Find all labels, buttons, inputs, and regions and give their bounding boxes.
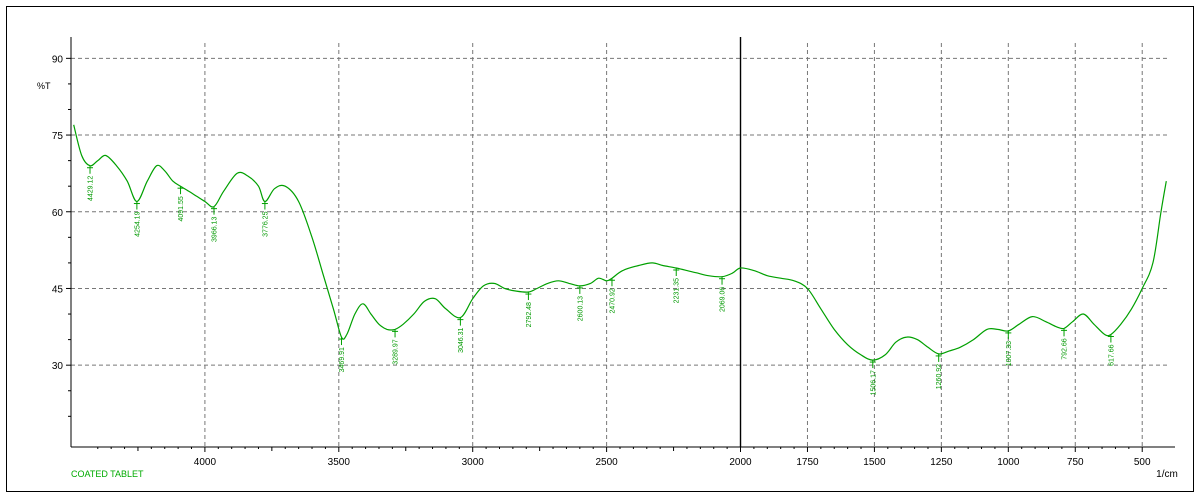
x-tick-label: 1000 <box>997 457 1020 468</box>
peak-label: 3966.13 <box>212 217 219 242</box>
peak-label: 2231.35 <box>674 278 681 303</box>
peak-label: 2600.13 <box>577 296 584 321</box>
peak-label: 1260.92 <box>936 364 943 389</box>
y-tick-label: 75 <box>52 131 64 142</box>
ir-spectrum-chart: 30 45 60 75 90 4000 3500 3000 2500 2000 1750 1500 12… <box>37 37 1178 480</box>
y-tick-label: 30 <box>52 361 64 372</box>
x-tick-label: 750 <box>1067 457 1084 468</box>
x-tick-label: 1250 <box>930 457 953 468</box>
peak-label: 3776.25 <box>262 211 269 236</box>
peak-label: 2069.06 <box>720 287 727 312</box>
peak-label: 3046.31 <box>458 328 465 353</box>
peak-label: 792.66 <box>1062 338 1069 360</box>
x-tick-label: 2000 <box>729 457 752 468</box>
axes: 30 45 60 75 90 4000 3500 3000 2500 2000 1750 1500 12… <box>52 37 1175 468</box>
y-tick-label: 60 <box>52 208 64 219</box>
x-axis-unit-label: 1/cm <box>1156 469 1178 480</box>
sample-label: COATED TABLET <box>71 469 144 479</box>
peak-label: 2792.48 <box>526 302 533 327</box>
peak-label: 2470.92 <box>609 288 616 313</box>
peak-label: 3469.91 <box>339 347 346 372</box>
x-tick-label: 4000 <box>194 457 217 468</box>
peak-label: 4091.55 <box>178 196 185 221</box>
peak-label: 1007.33 <box>1006 341 1013 366</box>
x-tick-label: 2500 <box>595 457 618 468</box>
y-tick-label: 90 <box>52 54 64 65</box>
grid <box>71 43 1169 447</box>
x-tick-label: 1500 <box>863 457 886 468</box>
peak-label: 3289.97 <box>393 339 400 364</box>
y-tick-label: 45 <box>52 284 64 295</box>
x-tick-label: 500 <box>1134 457 1151 468</box>
spectrum-line <box>73 124 1167 361</box>
peak-label: 4429.12 <box>88 176 95 201</box>
series <box>73 124 1167 361</box>
x-tick-label: 3500 <box>328 457 351 468</box>
y-axis-label: %T <box>37 81 51 91</box>
peak-label: 4254.19 <box>134 211 141 236</box>
chart-frame: 30 45 60 75 90 4000 3500 3000 2500 2000 1750 1500 12… <box>6 6 1194 492</box>
x-tick-label: 3000 <box>462 457 485 468</box>
x-tick-label: 1750 <box>796 457 819 468</box>
peak-label: 617.66 <box>1108 344 1115 366</box>
peak-labels: 4429.12 4254.19 4091.55 3966.13 3776.25 3469.… <box>87 165 1115 395</box>
peak-label: 1506.17 <box>870 370 877 395</box>
